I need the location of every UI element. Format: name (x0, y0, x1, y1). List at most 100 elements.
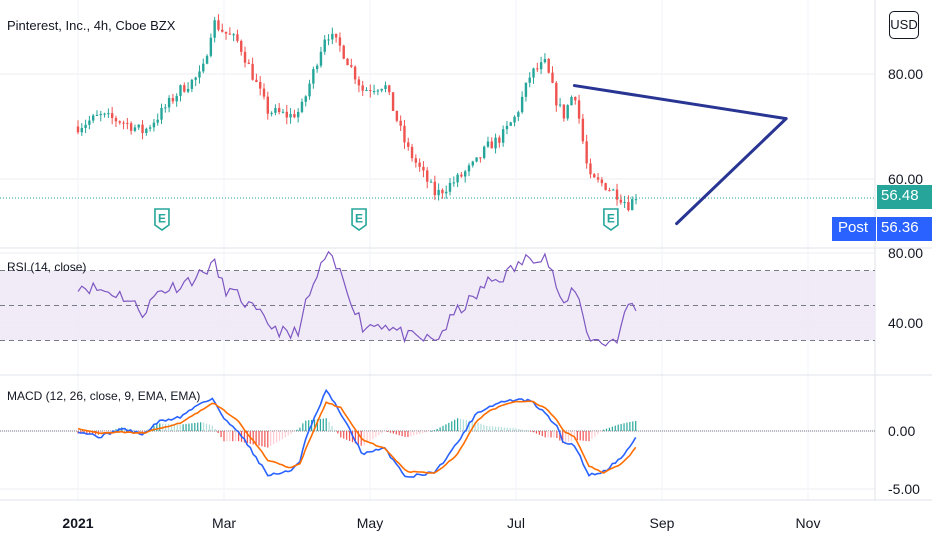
macd-histogram-bar (512, 428, 514, 431)
candle (126, 117, 129, 130)
earnings-marker[interactable]: E (154, 208, 170, 231)
macd-histogram-bar (255, 431, 257, 446)
macd-histogram-bar (267, 431, 269, 448)
macd-histogram-bar (156, 424, 158, 431)
candle (433, 175, 437, 200)
candle (471, 160, 474, 168)
candle (479, 157, 482, 163)
candle (293, 109, 296, 119)
macd-legend-label[interactable]: MACD (12, 26, close, 9, EMA, EMA) (7, 389, 201, 403)
post-price-tag-bg (877, 217, 932, 241)
time-axis-label: Sep (650, 515, 675, 531)
candle (342, 44, 345, 60)
macd-histogram-bar (205, 423, 208, 431)
macd-axis-label: 0.00 (888, 423, 915, 439)
candle (574, 96, 577, 105)
macd-histogram-bar (109, 431, 111, 432)
macd-histogram-bar (503, 427, 505, 431)
candle-body (312, 69, 315, 84)
candle (262, 83, 266, 100)
candle-body (240, 40, 243, 52)
macd-histogram-bar (299, 427, 301, 431)
earnings-marker[interactable]: E (351, 208, 367, 231)
macd-histogram-bar (384, 431, 386, 432)
candle (501, 125, 505, 147)
candle (221, 23, 224, 33)
candle (164, 103, 167, 113)
candle (391, 92, 395, 112)
macd-histogram-bar (611, 426, 613, 431)
candle-body (445, 191, 448, 194)
candle (167, 95, 171, 113)
candle (266, 91, 269, 120)
candle-body (562, 104, 566, 119)
rsi-axis-label: 80.00 (888, 245, 923, 261)
candle (217, 14, 220, 32)
candle-body (494, 137, 497, 149)
macd-histogram-bar (582, 431, 584, 441)
macd-histogram-bar (284, 431, 286, 438)
candle (505, 121, 509, 135)
candle (539, 56, 543, 75)
candle-body (581, 118, 585, 142)
candle (627, 195, 630, 212)
earnings-badge (603, 208, 619, 231)
candle (543, 53, 547, 64)
candle-body (615, 189, 619, 200)
trendline (675, 117, 788, 226)
candle (631, 196, 634, 211)
macd-histogram-bar (173, 424, 175, 431)
macd-histogram-bar (211, 425, 213, 431)
candle-body (228, 33, 232, 35)
candle (277, 103, 281, 115)
candle-body (148, 127, 152, 129)
candle (296, 108, 300, 123)
candle-body (612, 189, 615, 191)
candle (555, 81, 558, 112)
candle-body (251, 63, 254, 80)
candle (494, 133, 497, 154)
macd-histogram-bar (605, 428, 608, 431)
candle-body (547, 58, 550, 73)
candle-body (418, 162, 421, 167)
candle-body (262, 88, 266, 97)
macd-axis-label: -5.00 (888, 481, 920, 497)
candle (353, 65, 357, 85)
candle-body (558, 104, 562, 106)
candle (137, 124, 140, 130)
candle (107, 108, 110, 118)
candle-body (365, 90, 368, 92)
macd-histogram-bar (439, 427, 441, 431)
candle (498, 135, 501, 148)
macd-histogram-bar (238, 431, 240, 442)
candle (460, 171, 463, 178)
candle-body (350, 65, 353, 67)
candle-body (217, 20, 220, 30)
candle (388, 84, 391, 96)
candle-body (304, 96, 307, 102)
candle (312, 66, 315, 89)
candle (577, 94, 581, 124)
candle (551, 66, 554, 84)
macd-histogram-bar (258, 431, 260, 446)
candlestick-series (76, 14, 638, 212)
macd-histogram-bar (614, 425, 616, 431)
candle (600, 176, 604, 187)
candle (198, 65, 201, 84)
macd-histogram-bar (483, 424, 485, 431)
candle-body (532, 68, 535, 78)
candle (532, 67, 535, 84)
earnings-marker[interactable]: E (603, 208, 619, 231)
candle-body (183, 85, 186, 92)
macd-histogram-bar (632, 421, 634, 431)
macd-histogram-bar (392, 431, 394, 434)
macd-histogram-bar (518, 428, 520, 431)
currency-button[interactable]: USD (889, 11, 919, 39)
macd-histogram-bar (585, 431, 587, 441)
candle (315, 63, 319, 73)
earnings-label: E (158, 212, 166, 226)
rsi-legend-label[interactable]: RSI (14, close) (7, 260, 87, 274)
candle (399, 115, 402, 132)
candle (585, 134, 588, 169)
